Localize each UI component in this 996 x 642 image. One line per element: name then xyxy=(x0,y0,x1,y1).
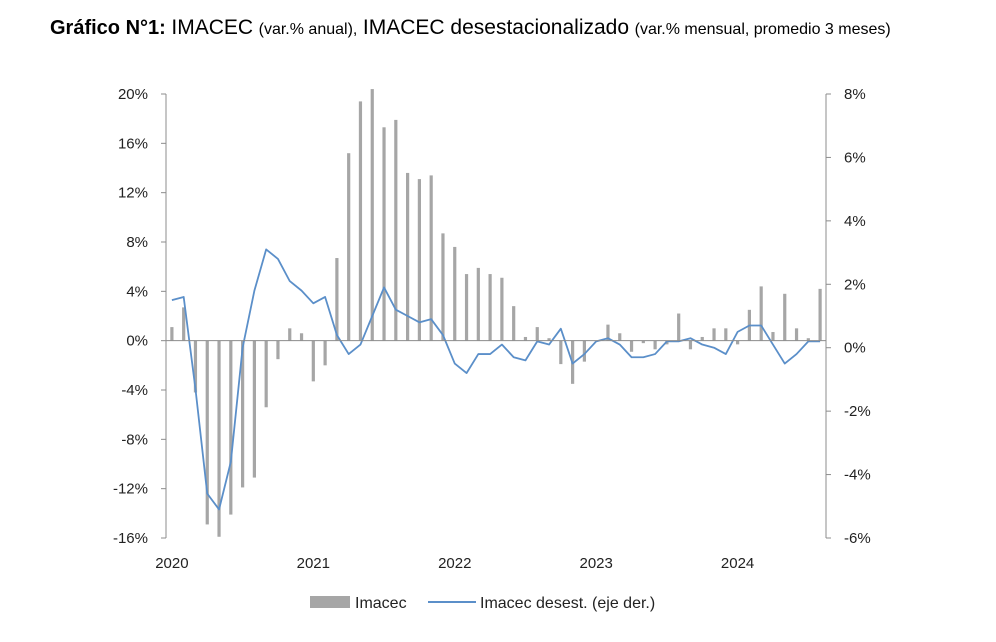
imacec-bar xyxy=(535,327,539,341)
imacec-bar xyxy=(700,336,704,341)
left-tick-label: -4% xyxy=(121,382,148,399)
legend-swatch-imacec xyxy=(310,596,350,608)
x-tick-label: 2020 xyxy=(155,555,188,572)
imacec-bar xyxy=(441,233,445,341)
title-imacec: IMACEC xyxy=(171,16,254,39)
left-tick-label: 4% xyxy=(126,283,148,300)
imacec-desest-line xyxy=(171,248,821,511)
imacec-bar xyxy=(299,333,304,341)
imacec-bar xyxy=(512,306,516,341)
x-axis: 2020 2021 2022 2023 2024 xyxy=(155,340,826,572)
imacec-bar xyxy=(217,340,221,537)
imacec-bar xyxy=(205,340,209,525)
imacec-bar xyxy=(229,340,233,515)
imacec-bar xyxy=(547,338,551,341)
imacec-bar xyxy=(724,328,728,341)
imacec-bar xyxy=(464,274,469,341)
imacec-bar xyxy=(818,288,822,341)
imacec-bar xyxy=(417,179,421,341)
imacec-bar xyxy=(771,332,775,341)
title-imacec-note: (var.% anual), xyxy=(258,21,358,38)
left-tick-label: 16% xyxy=(118,135,148,152)
right-tick-label: 2% xyxy=(844,276,866,293)
legend-label-imacec-desest: Imacec desest. (eje der.) xyxy=(480,595,655,612)
left-tick-label: -8% xyxy=(121,431,148,448)
left-tick-label: 8% xyxy=(126,234,148,251)
imacec-bar xyxy=(618,333,622,341)
imacec-bar xyxy=(629,340,634,352)
left-y-axis: -16% -12% -8% -4% 0% 4% 8% 12% 16% 20% xyxy=(113,86,167,547)
imacec-bar xyxy=(653,340,657,350)
right-y-axis: -6% -4% -2% 0% 2% 4% 6% 8% xyxy=(825,86,871,547)
imacec-bar xyxy=(677,313,681,341)
imacec-bar xyxy=(488,274,492,341)
imacec-bar xyxy=(335,258,339,341)
imacec-bar xyxy=(582,340,586,362)
imacec-bar xyxy=(500,277,504,341)
right-tick-label: 4% xyxy=(844,213,866,230)
x-tick-label: 2021 xyxy=(297,555,330,572)
left-tick-label: 20% xyxy=(118,86,148,103)
imacec-bar xyxy=(382,127,386,341)
right-tick-label: -2% xyxy=(844,403,871,420)
left-tick-label: 0% xyxy=(126,333,148,350)
x-tick-label: 2024 xyxy=(721,555,754,572)
title-desest-note: (var.% mensual, promedio 3 meses) xyxy=(634,21,891,38)
imacec-bar xyxy=(783,293,787,341)
imacec-bar xyxy=(252,340,256,478)
imacec-bar xyxy=(523,336,528,341)
imacec-bar xyxy=(394,119,398,341)
imacec-bar xyxy=(712,328,716,341)
imacec-bar xyxy=(358,101,363,341)
left-tick-label: -12% xyxy=(113,481,148,498)
imacec-bar xyxy=(193,340,198,393)
imacec-bar xyxy=(370,89,374,341)
imacec-bar xyxy=(264,340,268,408)
imacec-bar xyxy=(476,267,480,341)
imacec-bar xyxy=(453,246,457,341)
imacec-desest-line-series xyxy=(171,248,821,511)
imacec-bar xyxy=(276,340,280,360)
legend-label-imacec: Imacec xyxy=(355,595,407,612)
imacec-bar xyxy=(559,340,563,365)
imacec-bar xyxy=(641,340,645,344)
title-prefix: Gráfico N°1: xyxy=(50,17,166,39)
right-tick-label: 6% xyxy=(844,149,866,166)
imacec-bar xyxy=(288,328,292,341)
imacec-bar xyxy=(606,324,610,341)
right-tick-label: -6% xyxy=(844,530,871,547)
imacec-bar xyxy=(806,338,810,341)
imacec-bar xyxy=(241,340,245,488)
imacec-bar xyxy=(323,340,327,366)
imacec-bar xyxy=(736,340,740,345)
imacec-bar xyxy=(406,172,410,341)
imacec-bar xyxy=(759,286,763,341)
imacec-bar xyxy=(429,175,433,341)
imacec-bar xyxy=(170,327,174,341)
right-tick-label: 0% xyxy=(844,340,866,357)
x-tick-label: 2023 xyxy=(579,555,612,572)
legend: Imacec Imacec desest. (eje der.) xyxy=(310,595,655,612)
imacec-bar xyxy=(347,153,351,341)
imacec-bar xyxy=(182,307,186,341)
right-tick-label: 8% xyxy=(844,86,866,103)
imacec-bar-series xyxy=(170,89,822,537)
right-tick-label: -4% xyxy=(844,467,871,484)
title-desest: IMACEC desestacionalizado xyxy=(362,16,630,39)
chart-title: Gráfico N°1: IMACEC (var.% anual), IMACE… xyxy=(50,16,980,40)
imacec-bar xyxy=(688,340,693,350)
left-tick-label: 12% xyxy=(118,185,148,202)
left-tick-label: -16% xyxy=(113,530,148,547)
imacec-bar xyxy=(794,328,799,341)
imacec-bar xyxy=(311,340,315,382)
x-tick-label: 2022 xyxy=(438,555,471,572)
